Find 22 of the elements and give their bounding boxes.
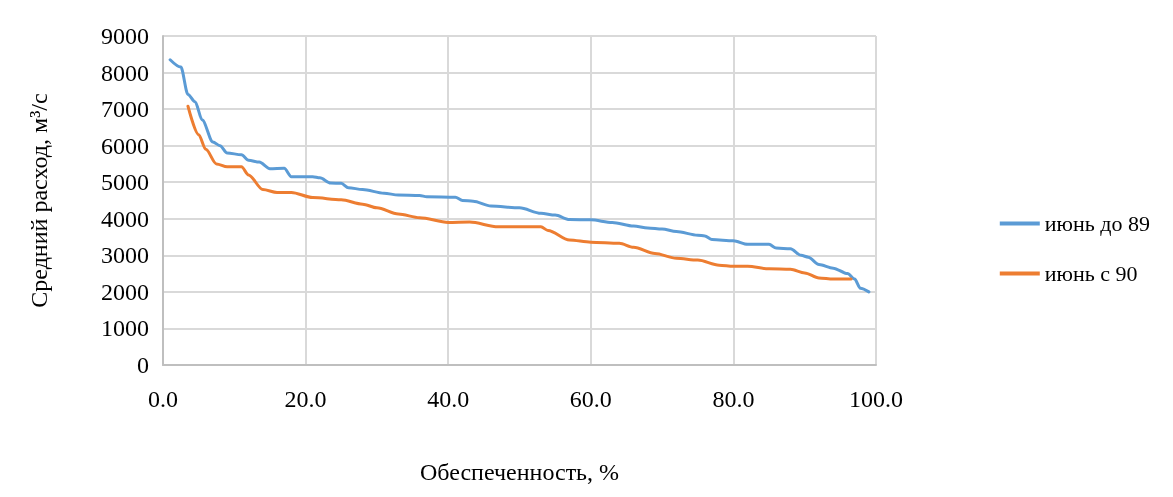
y-tick-label: 8000 [101, 59, 149, 86]
y-tick-label: 3000 [101, 242, 149, 269]
y-tick-label: 5000 [101, 169, 149, 196]
y-tick-label: 6000 [101, 132, 149, 159]
y-tick-label: 1000 [101, 315, 149, 342]
y-axis-title: Средний расход, м³/с [26, 93, 52, 308]
x-tick-label: 100.0 [849, 386, 903, 412]
y-tick-label: 0 [137, 352, 149, 378]
legend-label: июнь с 90 [1044, 261, 1138, 286]
line-series [186, 104, 853, 281]
x-tick-label: 0.0 [148, 386, 178, 412]
x-tick-label: 40.0 [427, 386, 470, 412]
x-tick-label: 80.0 [712, 386, 755, 412]
y-tick-label: 9000 [101, 23, 149, 49]
y-tick-label: 2000 [101, 278, 149, 305]
x-tick-label: 20.0 [284, 386, 327, 412]
y-tick-label: 7000 [101, 96, 149, 123]
x-axis-title: Обеспеченность, % [419, 459, 620, 485]
line-series [168, 58, 871, 294]
legend-label: июнь до 89 [1044, 211, 1151, 236]
y-tick-label: 4000 [101, 205, 149, 232]
x-tick-label: 60.0 [569, 386, 612, 412]
